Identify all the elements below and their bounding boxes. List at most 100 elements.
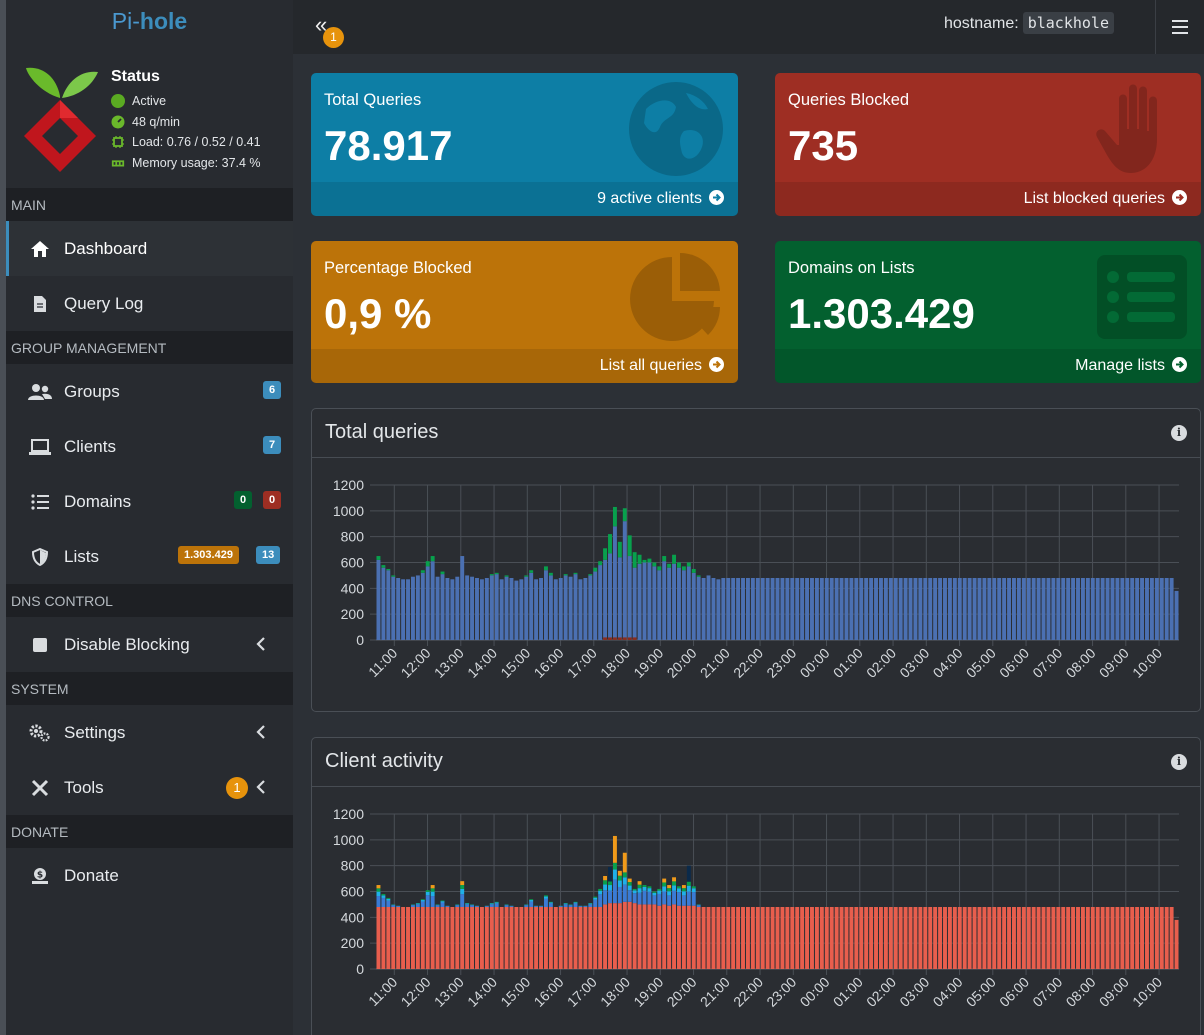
bar-client-other (681, 888, 686, 892)
bar-client-other (376, 891, 381, 897)
bar-permitted (928, 578, 933, 640)
bar-permitted (632, 567, 637, 640)
info-icon[interactable]: i (1171, 754, 1187, 770)
bar-client-main (716, 907, 721, 969)
bar-permitted (864, 578, 869, 640)
bar-permitted (578, 579, 583, 640)
x-tick-label: 02:00 (863, 974, 899, 1010)
logo[interactable]: Pi-hole (6, 0, 293, 54)
domains-on-lists-footer-link[interactable]: Manage lists (775, 349, 1201, 383)
bar-client-main (677, 905, 681, 969)
bar-cached (504, 575, 509, 577)
bar-client-other (657, 893, 662, 906)
hostname-value: blackhole (1022, 12, 1114, 34)
bar-permitted (499, 579, 504, 640)
bar-permitted (529, 572, 534, 640)
queries-blocked-label: Queries Blocked (788, 91, 910, 109)
info-icon[interactable]: i (1171, 425, 1187, 441)
bar-client-other (396, 906, 401, 907)
queries-blocked-value: 735 (788, 122, 859, 169)
bar-permitted (731, 578, 736, 640)
bar-permitted (888, 578, 893, 640)
bar-client-other (563, 903, 568, 905)
x-tick-label: 17:00 (564, 974, 600, 1010)
bar-client-main (962, 907, 967, 969)
bar-client-other (677, 886, 681, 889)
bar-client-other (534, 906, 539, 907)
bar-client-main (952, 907, 957, 969)
x-tick-label: 09:00 (1096, 974, 1132, 1010)
bar-permitted (381, 567, 386, 640)
sidebar-item-lists[interactable]: Lists 1.303.429 13 (6, 529, 293, 584)
sidebar-item-querylog[interactable]: Query Log (6, 276, 293, 331)
bar-client-other (583, 906, 588, 907)
bar-client-other (489, 904, 494, 907)
bar-client-main (997, 907, 1002, 969)
y-tick-label: 1000 (333, 832, 364, 848)
bar-client-other (445, 906, 450, 907)
sidebar-item-domains[interactable]: Domains 0 0 (6, 474, 293, 529)
topbar: « 1 hostname: blackhole (293, 0, 1204, 54)
bar-client-other (470, 904, 475, 906)
x-tick-label: 07:00 (1029, 974, 1065, 1010)
bar-client-main (1071, 907, 1076, 969)
bar-permitted (898, 578, 903, 640)
tools-icon (28, 778, 52, 798)
sidebar-item-groups[interactable]: Groups 6 (6, 364, 293, 419)
bar-client-other (622, 872, 627, 878)
bar-permitted (780, 578, 785, 640)
bar-client-main (539, 907, 543, 969)
queries-blocked-footer-link[interactable]: List blocked queries (775, 182, 1201, 216)
bar-client-main (1125, 907, 1130, 969)
lists-count-badge: 13 (256, 546, 281, 564)
bar-permitted (701, 578, 706, 640)
bar-client-other (410, 905, 415, 907)
percentage-blocked-footer-link[interactable]: List all queries (311, 349, 738, 383)
sidebar-item-disable-blocking[interactable]: Disable Blocking (6, 617, 293, 672)
bar-permitted (1120, 578, 1125, 640)
bar-client-main (731, 907, 736, 969)
total-queries-chart[interactable]: 0 200 400 600 800 1000 1200 11:0012:0013:0014:0… (312, 458, 1200, 712)
bar-permitted (1090, 578, 1095, 640)
bar-client-main (612, 903, 617, 969)
notification-badge[interactable]: 1 (323, 27, 344, 48)
x-tick-label: 19:00 (630, 974, 666, 1010)
bar-client-main (869, 907, 874, 969)
y-tick-label: 800 (341, 858, 365, 874)
domains-on-lists-label: Domains on Lists (788, 259, 915, 277)
bar-client-other (681, 895, 686, 906)
bar-cached (548, 572, 553, 576)
bar-permitted (406, 579, 410, 640)
bar-client-other (686, 885, 691, 892)
total-queries-footer-link[interactable]: 9 active clients (311, 182, 738, 216)
section-main: MAIN (6, 188, 293, 221)
bar-client-main (878, 907, 883, 969)
bar-permitted (736, 578, 741, 640)
bar-permitted (982, 578, 987, 640)
bar-blocked (608, 637, 612, 640)
sidebar-item-settings[interactable]: Settings (6, 705, 293, 760)
gears-icon (28, 723, 52, 743)
y-tick-label: 400 (341, 580, 365, 596)
client-activity-chart[interactable]: 0 200 400 600 800 1000 1200 11:0012:0013:0014:0… (312, 787, 1200, 1035)
bar-permitted (785, 578, 790, 640)
sidebar-item-dashboard[interactable]: Dashboard (6, 221, 293, 276)
bar-cached (529, 570, 534, 573)
bar-permitted (627, 556, 632, 640)
total-queries-panel-title: Total queries (312, 409, 1200, 458)
donate-icon: $ (28, 866, 52, 886)
sidebar-item-donate[interactable]: $ Donate (6, 848, 293, 903)
total-queries-footer-text: 9 active clients (597, 190, 702, 207)
bar-permitted (539, 578, 543, 640)
pihole-logo-icon (24, 67, 98, 172)
sidebar-item-tools[interactable]: Tools 1 (6, 760, 293, 815)
bar-permitted (475, 578, 479, 640)
hostname: hostname: blackhole (944, 12, 1114, 34)
menu-button[interactable] (1155, 0, 1204, 54)
sidebar-item-clients[interactable]: Clients 7 (6, 419, 293, 474)
bar-permitted (938, 578, 943, 640)
bar-permitted (420, 572, 425, 640)
bar-client-main (992, 907, 997, 969)
bar-client-main (445, 907, 450, 969)
bar-client-main (824, 907, 829, 969)
